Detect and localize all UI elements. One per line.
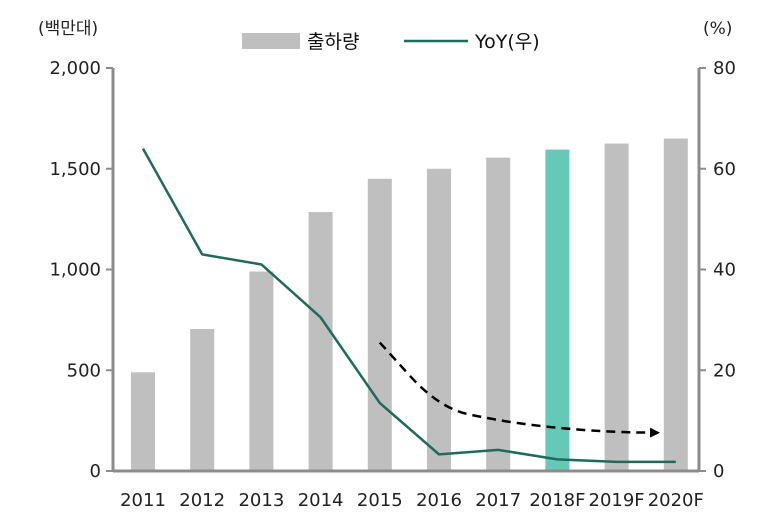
bar-2018F — [545, 149, 570, 472]
yoy-line — [141, 147, 676, 464]
bar-2015 — [367, 178, 392, 471]
left-axis-unit: (백만대) — [38, 19, 98, 39]
x-tick-label: 2014 — [298, 490, 344, 511]
bar-2020F — [663, 138, 688, 471]
bar-2017 — [486, 157, 511, 472]
x-tick-label: 2016 — [416, 490, 462, 511]
line-series — [141, 147, 676, 464]
left-tick-label: 0 — [90, 461, 101, 482]
trend-arrow-path — [378, 341, 661, 438]
right-tick-label: 80 — [713, 58, 736, 79]
axes: 0 500 1,000 1,500 2,000 0 20 40 60 80 2011 2012 2013… — [49, 58, 735, 511]
bar-2012 — [190, 328, 215, 471]
right-tick-label: 0 — [713, 461, 724, 482]
x-tick-label: 2017 — [475, 490, 521, 511]
bar-series — [131, 138, 688, 472]
x-tick-label: 2015 — [357, 490, 403, 511]
x-tick-label: 2011 — [120, 490, 166, 511]
x-tick-label: 2012 — [179, 490, 225, 511]
legend-bar-label: 출하량 — [307, 31, 359, 53]
bar-2014 — [308, 212, 333, 471]
x-tick-label: 2013 — [238, 490, 284, 511]
left-tick-label: 500 — [67, 360, 101, 381]
bar-2013 — [249, 271, 274, 471]
right-tick-label: 60 — [713, 159, 736, 180]
bar-2016 — [427, 168, 451, 471]
legend: 출하량 YoY(우) — [242, 31, 540, 53]
left-tick-label: 2,000 — [49, 58, 101, 79]
bar-2019F — [604, 143, 629, 471]
x-tick-label: 2020F — [648, 490, 704, 511]
right-tick-label: 20 — [713, 360, 736, 381]
legend-line-label: YoY(우) — [474, 31, 540, 53]
trend-arrow — [378, 341, 661, 438]
bar-2011 — [131, 372, 155, 471]
right-tick-label: 40 — [713, 260, 736, 281]
left-tick-label: 1,500 — [49, 159, 101, 180]
x-tick-label: 2019F — [589, 490, 645, 511]
right-axis-unit: (%) — [703, 19, 732, 39]
left-tick-label: 1,000 — [49, 260, 101, 281]
legend-bar-swatch — [242, 33, 300, 49]
x-tick-label: 2018F — [529, 490, 585, 511]
